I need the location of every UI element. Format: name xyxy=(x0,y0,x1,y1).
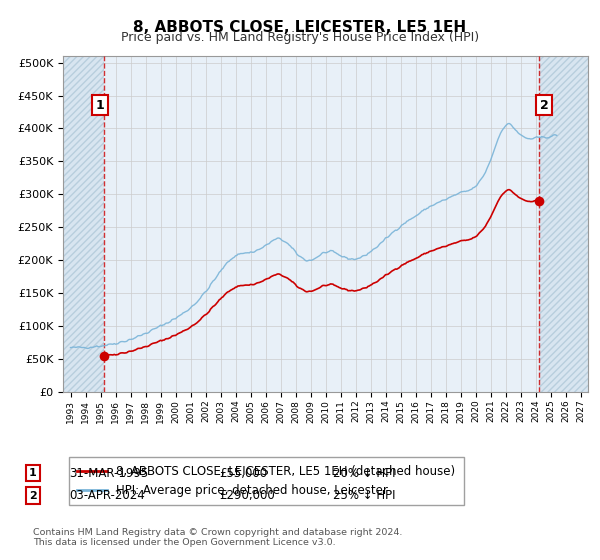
Text: Contains HM Land Registry data © Crown copyright and database right 2024.
This d: Contains HM Land Registry data © Crown c… xyxy=(33,528,403,547)
Text: Price paid vs. HM Land Registry's House Price Index (HPI): Price paid vs. HM Land Registry's House … xyxy=(121,31,479,44)
Legend: 8, ABBOTS CLOSE, LEICESTER, LE5 1EH (detached house), HPI: Average price, detach: 8, ABBOTS CLOSE, LEICESTER, LE5 1EH (det… xyxy=(69,457,464,505)
Text: £290,000: £290,000 xyxy=(219,489,275,502)
Text: 31-MAR-1995: 31-MAR-1995 xyxy=(69,466,148,480)
Text: 8, ABBOTS CLOSE, LEICESTER, LE5 1EH: 8, ABBOTS CLOSE, LEICESTER, LE5 1EH xyxy=(133,20,467,35)
Text: 20% ↓ HPI: 20% ↓ HPI xyxy=(333,466,395,480)
Text: 03-APR-2024: 03-APR-2024 xyxy=(69,489,145,502)
Text: 2: 2 xyxy=(29,491,37,501)
Text: £55,000: £55,000 xyxy=(219,466,267,480)
Text: 1: 1 xyxy=(95,99,104,112)
Text: 2: 2 xyxy=(539,99,548,112)
Text: 1: 1 xyxy=(29,468,37,478)
Text: 25% ↓ HPI: 25% ↓ HPI xyxy=(333,489,395,502)
